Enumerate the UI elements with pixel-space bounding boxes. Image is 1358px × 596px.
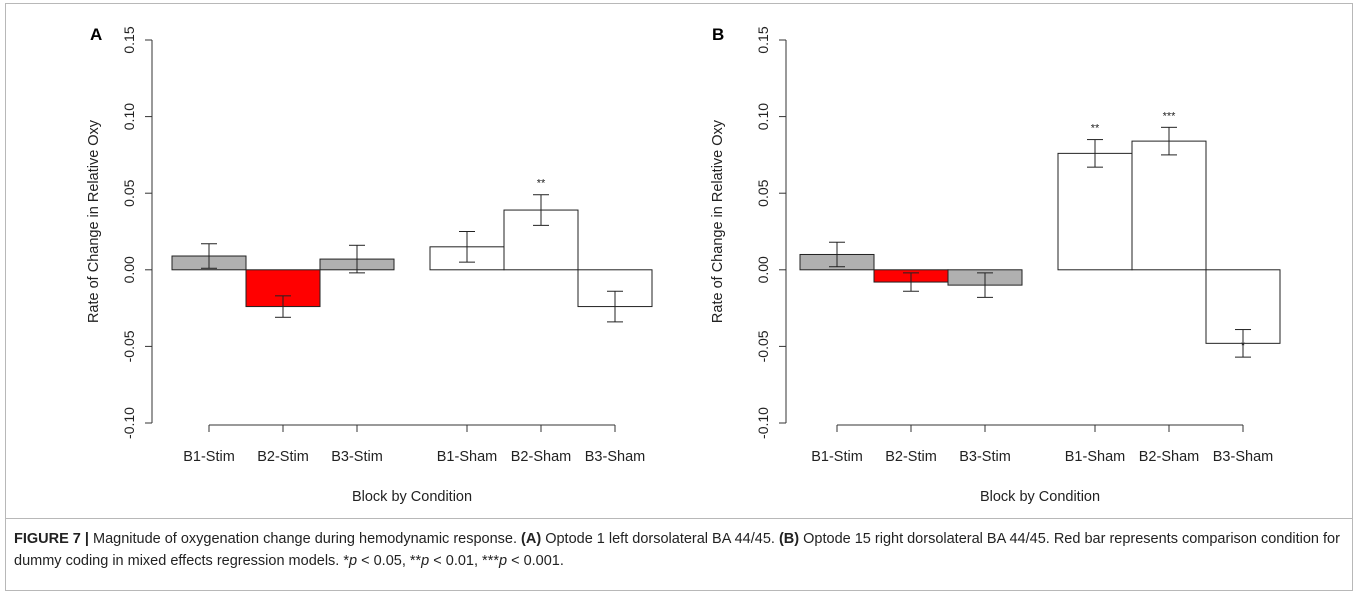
significance-label: ** bbox=[1091, 123, 1100, 135]
y-tick-label: -0.10 bbox=[755, 407, 771, 439]
caption-ref-b: (B) bbox=[778, 531, 800, 547]
y-tick-label: -0.05 bbox=[121, 330, 137, 362]
panel-letter: A bbox=[90, 25, 102, 44]
y-tick-label: 0.00 bbox=[755, 256, 771, 283]
caption-divider bbox=[5, 518, 1353, 519]
y-tick-label: 0.05 bbox=[121, 179, 137, 206]
caption-text-4: < 0.05, ** bbox=[357, 553, 422, 569]
bar-b2-sham bbox=[1131, 140, 1207, 271]
y-tick-label: 0.10 bbox=[755, 103, 771, 130]
y-tick-label: 0.15 bbox=[755, 26, 771, 53]
caption-p-symbol: p bbox=[421, 553, 430, 569]
caption-ref-a: (A) bbox=[521, 531, 542, 547]
x-tick-label: B1-Stim bbox=[811, 449, 863, 465]
y-tick-label: 0.15 bbox=[121, 26, 137, 53]
caption-figure-label: FIGURE 7 | bbox=[14, 531, 89, 547]
x-tick-label: B3-Stim bbox=[959, 449, 1011, 465]
y-axis-title: Rate of Change in Relative Oxy bbox=[710, 119, 726, 323]
figure-charts: A -0.10 -0.05 0.00 0.05 0.10 0.15 Rate of Chang… bbox=[86, 25, 1281, 505]
x-tick-label: B2-Sham bbox=[511, 449, 571, 465]
figure-frame bbox=[5, 3, 1353, 591]
y-tick-label: 0.10 bbox=[121, 103, 137, 130]
x-tick-label: B3-Sham bbox=[585, 449, 645, 465]
y-tick-label: 0.00 bbox=[121, 256, 137, 283]
x-tick-label: B2-Stim bbox=[257, 449, 309, 465]
caption-text-5: < 0.01, *** bbox=[429, 553, 499, 569]
caption-text-1: Magnitude of oxygenation change during h… bbox=[88, 531, 522, 547]
x-tick-label: B1-Sham bbox=[1065, 449, 1125, 465]
x-axis-title: Block by Condition bbox=[980, 489, 1100, 505]
x-tick-label: B3-Sham bbox=[1213, 449, 1273, 465]
y-tick-label: -0.10 bbox=[121, 407, 137, 439]
panel-letter: B bbox=[712, 25, 724, 44]
significance-label: ** bbox=[537, 178, 546, 190]
x-tick-label: B1-Sham bbox=[437, 449, 497, 465]
significance-label: * bbox=[1241, 340, 1246, 352]
x-tick-label: B2-Stim bbox=[885, 449, 937, 465]
caption-p-symbol: p bbox=[498, 553, 508, 569]
caption-text-6: < 0.001. bbox=[507, 553, 564, 569]
y-axis-title: Rate of Change in Relative Oxy bbox=[86, 119, 102, 323]
caption-p-symbol: p bbox=[349, 553, 358, 569]
bar-b1-sham bbox=[1057, 152, 1133, 271]
caption-text-3: Optode 15 right dorsolateral BA 44/45. R… bbox=[14, 531, 1340, 569]
x-tick-label: B3-Stim bbox=[331, 449, 383, 465]
x-tick-label: B1-Stim bbox=[183, 449, 235, 465]
x-tick-label: B2-Sham bbox=[1139, 449, 1199, 465]
y-tick-label: 0.05 bbox=[755, 179, 771, 206]
caption-text-2: Optode 1 left dorsolateral BA 44/45. bbox=[541, 531, 779, 547]
significance-label: *** bbox=[1163, 110, 1177, 122]
x-axis-title: Block by Condition bbox=[352, 489, 472, 505]
y-tick-label: -0.05 bbox=[755, 330, 771, 362]
figure-caption: FIGURE 7 | Magnitude of oxygenation chan… bbox=[14, 528, 1344, 572]
